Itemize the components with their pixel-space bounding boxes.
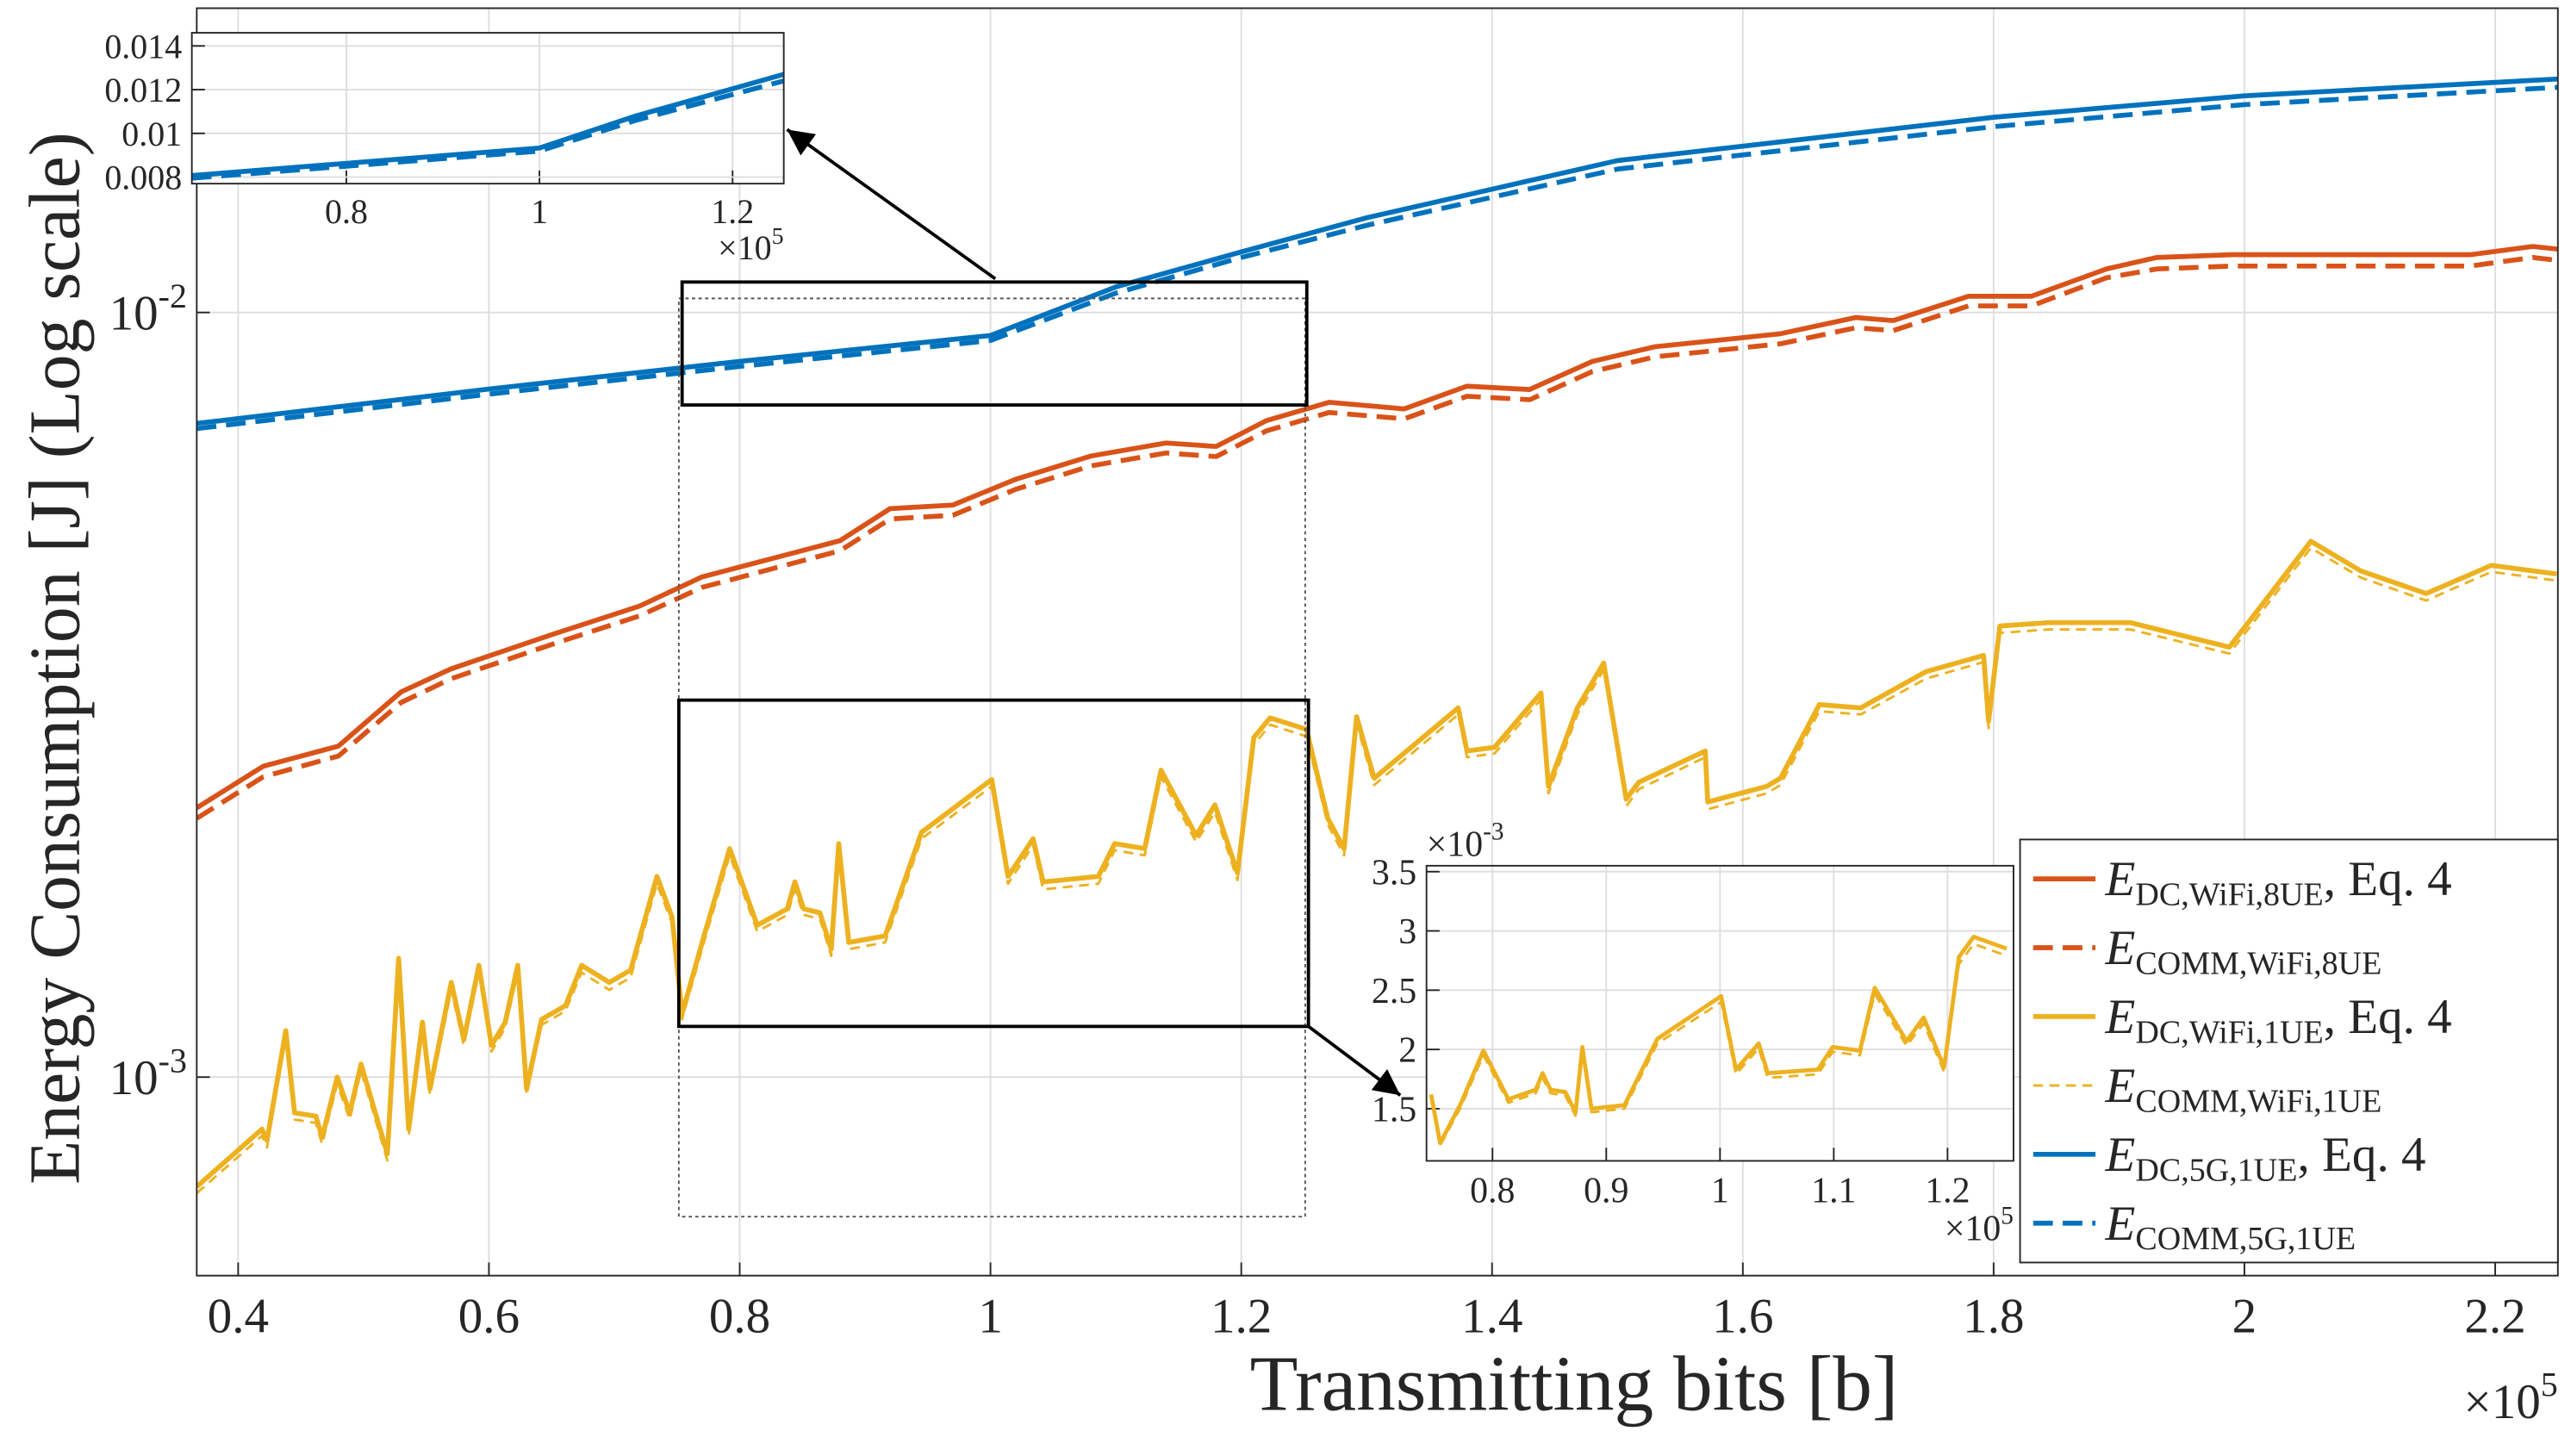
series-line	[191, 78, 784, 181]
x-tick-label: 1	[531, 192, 548, 231]
x-tick-label: 1.1	[1811, 1172, 1856, 1211]
y-tick-label: 3.5	[1372, 853, 1416, 893]
y-tick-label: 10-2	[109, 277, 187, 341]
legend-label-subscript: DC,WiFi,8UE	[2135, 877, 2323, 913]
x-tick-label: 2	[2232, 1289, 2257, 1343]
legend-label: ECOMM,5G,1UE	[2105, 1197, 2356, 1257]
y-tick-label: 0.014	[104, 27, 182, 65]
series-line	[196, 546, 2557, 1195]
y-tick-label-base: 2	[1398, 1031, 1416, 1071]
x-tick-label: 1.6	[1712, 1289, 1773, 1343]
x-multiplier-base: ×10	[2464, 1375, 2541, 1429]
x-multiplier-base: ×10	[1945, 1210, 2001, 1249]
legend-label-subscript: DC,5G,1UE	[2135, 1152, 2297, 1188]
x-tick-label: 0.8	[709, 1289, 770, 1343]
x-tick-label: 0.8	[1470, 1172, 1515, 1211]
plot-frame	[1425, 864, 2014, 1162]
zoom-arrow	[1307, 1024, 1402, 1097]
x-multiplier-exponent: 5	[2001, 1203, 2014, 1230]
series-line	[1429, 943, 2008, 1147]
legend-label: EDC,WiFi,1UE, Eq. 4	[2105, 990, 2452, 1050]
legend-label-suffix: , Eq. 4	[2298, 1128, 2426, 1182]
x-tick-label: 0.8	[325, 192, 368, 231]
y-axis-label: Energy Consumption [J] (Log scale)	[15, 132, 95, 1184]
legend-label: ECOMM,WiFi,8UE	[2105, 921, 2382, 981]
x-tick-label: 1	[978, 1289, 1003, 1343]
zoom-box	[676, 698, 1310, 1029]
zoom-box	[680, 280, 1309, 407]
y-tick-label: 0.012	[104, 71, 182, 109]
x-tick-label: 0.6	[458, 1289, 520, 1343]
series-line	[196, 255, 2558, 821]
y-tick-label-base: 2.5	[1372, 972, 1416, 1011]
y-tick-label: 3	[1398, 912, 1416, 952]
y-multiplier-exponent: -3	[1483, 818, 1503, 846]
y-tick-label-base: 10	[109, 1051, 159, 1105]
legend-label-subscript: DC,WiFi,1UE	[2135, 1014, 2323, 1050]
y-tick-label: 1.5	[1372, 1091, 1416, 1130]
legend-label-suffix: , Eq. 4	[2324, 990, 2452, 1044]
legend-label-main: E	[2105, 1059, 2136, 1113]
legend-label-main: E	[2105, 921, 2136, 975]
series-line	[191, 72, 784, 178]
legend-label-main: E	[2105, 990, 2136, 1044]
x-tick-label: 1	[1711, 1172, 1729, 1211]
legend-label-main: E	[2105, 1128, 2136, 1182]
plot-frame	[190, 32, 785, 185]
zoom-arrow	[786, 128, 997, 281]
series-line	[196, 538, 2557, 1189]
x-tick-label: 1.2	[1925, 1172, 1970, 1211]
series-line	[196, 76, 2558, 426]
x-tick-label: 0.9	[1584, 1172, 1628, 1211]
legend-label: ECOMM,WiFi,1UE	[2105, 1059, 2382, 1119]
y-tick-label-exponent: -2	[159, 277, 187, 315]
y-tick-label-base: 1.5	[1372, 1091, 1416, 1130]
zoom-annotations	[676, 128, 1402, 1218]
x-tick-label: 0.4	[208, 1289, 269, 1343]
x-axis-label: Transmitting bits [b]	[1250, 1341, 1899, 1428]
main-plot: 0.4 0.6 0.8 1 1.2 1.4 1.6 1.8 2 2.210-310-2Transm…	[15, 7, 2559, 1430]
plot-frame	[196, 7, 2559, 1277]
y-tick-label-base: 3	[1398, 912, 1416, 952]
x-tick-label: 1.2	[711, 192, 754, 231]
y-tick-label-base: 10	[109, 287, 159, 341]
x-multiplier-exponent: 5	[772, 223, 784, 250]
x-tick-label: 1.8	[1963, 1289, 2024, 1343]
x-multiplier-exponent: 5	[2541, 1366, 2558, 1404]
y-tick-label: 2.5	[1372, 972, 1416, 1011]
x-multiplier-base: ×10	[718, 228, 771, 267]
series-line	[196, 244, 2558, 811]
legend-label-suffix: , Eq. 4	[2324, 852, 2452, 906]
y-tick-label: 0.01	[121, 115, 182, 153]
legend-label: EDC,5G,1UE, Eq. 4	[2105, 1128, 2426, 1188]
x-tick-label: 2.2	[2464, 1289, 2525, 1343]
y-tick-label: 2	[1398, 1031, 1416, 1071]
y-tick-label: 0.008	[104, 159, 182, 197]
y-multiplier: ×10-3	[1427, 818, 1504, 865]
inset-plot: 0.8 1 1.2 0.008 0.01 0.012 0.014 ×105	[104, 27, 785, 267]
x-multiplier: ×105	[1945, 1203, 2014, 1249]
x-tick-label: 1.4	[1461, 1289, 1522, 1343]
plot-background	[191, 33, 784, 184]
y-tick-label-base: 3.5	[1372, 853, 1416, 893]
y-tick-label-exponent: -3	[159, 1042, 187, 1080]
x-multiplier: ×105	[718, 223, 783, 267]
x-multiplier: ×105	[2464, 1366, 2558, 1430]
legend-label-main: E	[2105, 852, 2136, 906]
legend-label: EDC,WiFi,8UE, Eq. 4	[2105, 852, 2452, 912]
legend-label-subscript: COMM,5G,1UE	[2135, 1221, 2356, 1257]
inset-plot: 0.8 0.9 1 1.1 1.21.522.533.5×105×10-3	[1372, 818, 2014, 1249]
y-multiplier-base: ×10	[1427, 824, 1483, 864]
legend-box	[2019, 838, 2559, 1264]
y-tick-label: 10-3	[109, 1042, 187, 1106]
legend-label-subscript: COMM,WiFi,8UE	[2135, 945, 2381, 981]
series-line	[1429, 935, 2008, 1146]
series-line	[196, 84, 2558, 432]
legend-label-main: E	[2105, 1197, 2136, 1251]
legend-label-subscript: COMM,WiFi,1UE	[2135, 1083, 2381, 1119]
x-tick-label: 1.2	[1211, 1289, 1272, 1343]
